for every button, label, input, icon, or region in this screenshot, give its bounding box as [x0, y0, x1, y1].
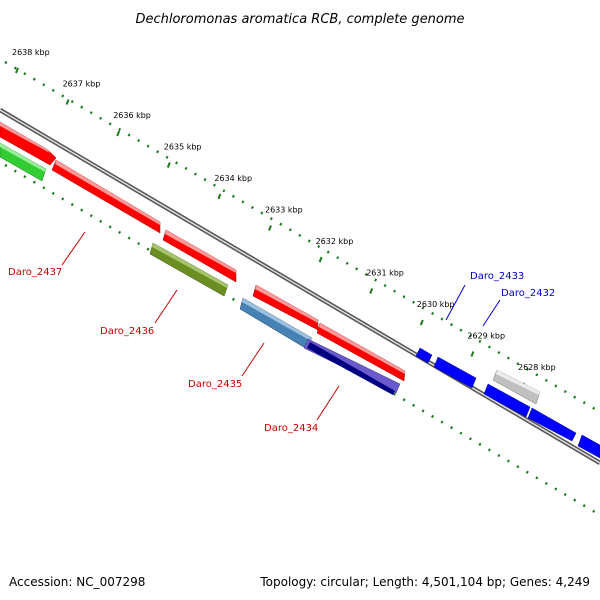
gene-bar-navy[interactable]	[307, 342, 395, 395]
tick-label: 2633 kbp	[265, 206, 303, 215]
gene-bar-highlight	[0, 122, 50, 153]
tick-label: 2630 kbp	[417, 300, 455, 309]
topology-text: Topology: circular; Length: 4,501,104 bp…	[259, 575, 590, 589]
gene-label[interactable]: Daro_2435	[188, 379, 242, 390]
tick-mark	[470, 351, 475, 357]
map-title: Dechloromonas aromatica RCB, complete ge…	[135, 12, 464, 27]
leader-line	[154, 289, 178, 324]
tick-mark	[166, 162, 171, 168]
gene-bar-highlight	[319, 323, 405, 374]
gene-label[interactable]: Daro_2432	[501, 288, 555, 299]
gene-bar-grey[interactable]	[492, 369, 541, 405]
gene-bar-highlight	[496, 370, 540, 395]
tick-label: 2634 kbp	[214, 174, 252, 183]
gene-bar[interactable]	[162, 229, 237, 283]
tick-label: 2637 kbp	[63, 80, 101, 89]
leader-line	[316, 385, 340, 421]
gene-bar-blue[interactable]	[483, 383, 531, 418]
tick-mark	[65, 99, 70, 105]
gene-bar-blue[interactable]	[527, 407, 577, 442]
leader-line	[445, 284, 466, 321]
tick-mark	[116, 130, 121, 137]
gene-label[interactable]: Daro_2434	[264, 423, 318, 434]
gene-bar[interactable]	[51, 159, 161, 234]
genes-colored	[0, 142, 541, 405]
gene-bar-highlight	[165, 230, 236, 273]
tick-labels: 2638 kbp 2637 kbp 2636 kbp 2635 kbp 2634 kbp…	[12, 48, 556, 372]
tick-mark	[369, 288, 374, 294]
leader-line	[61, 231, 86, 266]
gene-bar-highlight	[55, 160, 160, 225]
tick-mark	[15, 67, 19, 74]
outer-ruler	[4, 60, 600, 414]
gene-bar-highlight	[255, 285, 318, 323]
tick-marks	[15, 67, 525, 389]
tick-label: 2629 kbp	[467, 332, 505, 341]
gene-label[interactable]: Daro_2433	[470, 271, 524, 282]
tick-label: 2638 kbp	[12, 48, 50, 57]
gene-bar-highlight	[152, 243, 228, 288]
gene-label[interactable]: Daro_2436	[100, 326, 154, 337]
leader-line	[482, 299, 501, 327]
tick-label: 2636 kbp	[113, 111, 151, 120]
tick-mark	[217, 193, 222, 200]
gene-bar-blue[interactable]	[577, 434, 600, 459]
backbone-highlight	[0, 109, 600, 464]
tick-mark	[318, 256, 323, 263]
tick-mark	[268, 225, 272, 231]
gene-bar-highlight	[242, 298, 312, 341]
tick-label: 2632 kbp	[316, 237, 354, 246]
tick-label: 2635 kbp	[164, 143, 202, 152]
label-leaders-red	[61, 231, 340, 421]
genes-reverse	[415, 347, 600, 459]
label-leaders-blue	[445, 284, 501, 327]
tick-label: 2628 kbp	[518, 363, 556, 372]
genes-forward	[0, 121, 406, 382]
gene-bar-blue[interactable]	[415, 347, 433, 364]
tick-label: 2631 kbp	[366, 269, 404, 278]
accession-text: Accession: NC_007298	[9, 575, 145, 589]
gene-bar-highlight	[0, 143, 46, 172]
leader-line	[241, 342, 265, 377]
gene-bar-blue[interactable]	[433, 356, 477, 389]
tick-mark	[419, 319, 424, 326]
gene-label[interactable]: Daro_2437	[8, 267, 62, 278]
